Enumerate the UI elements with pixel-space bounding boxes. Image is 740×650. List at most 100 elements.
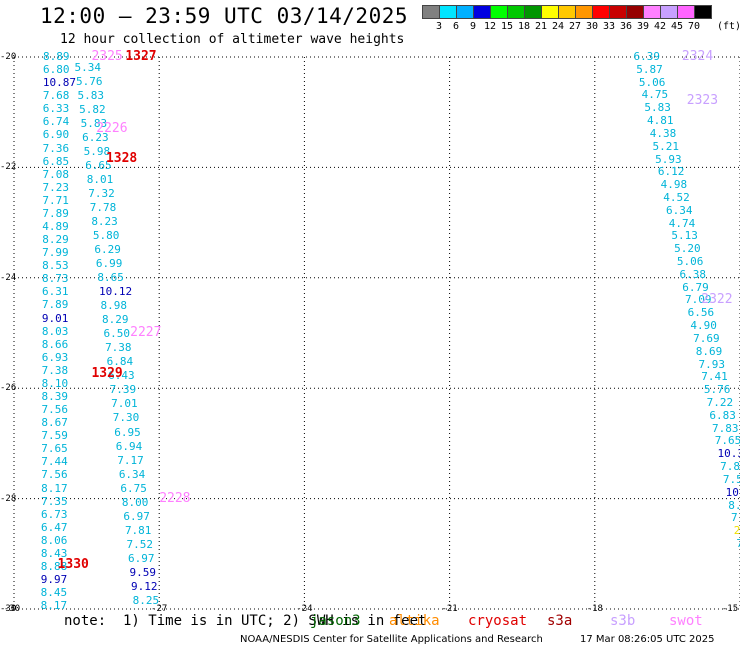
wave-height-value: 8.29 [728, 498, 740, 512]
wave-height-value: 8.17 [40, 599, 68, 613]
legend-entry-jason3: jason3 [310, 613, 361, 629]
wave-height-value: 5.83 [77, 89, 105, 103]
wave-height-value: 7.44 [41, 455, 68, 469]
color-swatch [439, 5, 457, 19]
wave-height-value: 5.76 [703, 383, 731, 397]
pass-id-label: 2227 [130, 325, 162, 340]
wave-height-value: 7.86 [720, 460, 740, 474]
wave-height-value: 5.20 [674, 242, 701, 256]
wave-height-value: 6.33 [42, 102, 70, 116]
wave-height-value: 6.74 [42, 115, 70, 129]
wave-height-value: 7.56 [41, 403, 68, 417]
legend-entry-swot: swot [669, 613, 703, 629]
wave-height-value: 6.34 [666, 203, 693, 217]
map-plot-area: 8.89 6.80 10.87 7.68 6.33 6.74 6.90 7.36 6.85 7.0… [13, 50, 740, 613]
wave-height-value: 5.13 [671, 229, 698, 243]
wave-height-value: 8.03 [41, 324, 69, 338]
color-swatch [609, 5, 627, 19]
wave-height-value: 7.93 [698, 357, 726, 371]
wave-height-value: 8.17 [41, 481, 68, 495]
wave-height-value: 7.65 [714, 434, 740, 448]
color-tick-label: 30 [585, 21, 599, 32]
wave-height-value: 7.17 [117, 453, 144, 467]
wave-height-value: 7.35 [41, 494, 68, 508]
wave-height-value: 8.66 [41, 337, 69, 351]
wave-height-value: 7.41 [701, 370, 728, 384]
color-scale-unit: (ft) [717, 21, 740, 32]
wave-height-value: 7.01 [111, 397, 138, 411]
wave-height-value: 6.73 [41, 507, 68, 521]
legend-entry-cryosat: cryosat [468, 613, 528, 629]
wave-height-value: 8.65 [97, 271, 124, 285]
wave-height-value: 9.97 [40, 573, 68, 587]
pass-id-label: 2324 [681, 49, 714, 64]
color-swatch [694, 5, 712, 19]
wave-height-value: 6.65 [85, 159, 112, 173]
wave-height-value: 7.56 [41, 468, 68, 482]
map-title: 12:00 — 23:59 UTC 03/14/2025 [40, 4, 409, 28]
wave-height-value: 6.50 [103, 327, 131, 341]
wave-height-value: 5.76 [76, 75, 103, 89]
wave-height-value: 5.98 [83, 145, 111, 159]
color-swatch [422, 5, 440, 19]
wave-height-value: 6.95 [114, 425, 141, 439]
color-tick-label: 6 [452, 21, 460, 32]
wave-height-value: 6.12 [657, 165, 685, 179]
color-swatch [524, 5, 542, 19]
wave-height-value: 8.89 [43, 50, 70, 63]
wave-height-value: 8.06 [40, 533, 68, 547]
footnote: note: 1) Time is in UTC; 2) SWH is in fe… [64, 613, 427, 629]
wave-height-value: 8.23 [91, 215, 118, 229]
wave-height-value: 6.93 [41, 350, 69, 364]
color-swatch [490, 5, 508, 19]
color-tick-label: 3 [435, 21, 443, 32]
wave-height-value: 4.74 [668, 216, 696, 230]
wave-height-value: 5.83 [644, 101, 671, 115]
wave-height-value: 5.34 [74, 61, 102, 75]
color-swatch [592, 5, 610, 19]
wave-height-value: 6.75 [120, 481, 147, 495]
wave-height-value: 9.12 [131, 579, 158, 593]
wave-height-value: 6.34 [118, 467, 146, 481]
wave-height-value: 6.31 [42, 285, 69, 299]
pass-id-label: 2228 [159, 490, 191, 506]
color-tick-label: 9 [469, 21, 477, 32]
wave-height-value: 5.87 [636, 62, 663, 76]
wave-height-value: 6.99 [95, 257, 123, 271]
wave-height-value: 5.82 [79, 103, 106, 117]
wave-height-value: 7.23 [42, 180, 69, 194]
wave-height-value: 10.30 [717, 447, 740, 461]
wave-height-value: 7.68 [42, 89, 70, 103]
wave-height-value: 6.80 [42, 63, 70, 77]
wave-height-value: 8.10 [41, 376, 69, 390]
color-swatch [507, 5, 525, 19]
wave-height-value: 7.30 [112, 411, 140, 425]
wave-height-value: 7.09 [684, 293, 712, 307]
pass-id-label: 1328 [105, 151, 138, 167]
map-subtitle: 12 hour collection of altimeter wave hei… [60, 32, 405, 47]
legend-entry-s3a: s3a [547, 613, 573, 629]
wave-height-value: 6.47 [40, 520, 68, 534]
color-tick-label: 12 [483, 21, 497, 32]
wave-height-value: 6.83 [709, 408, 736, 422]
color-tick-label: 36 [619, 21, 633, 32]
generation-timestamp: 17 Mar 08:26:05 UTC 2025 [580, 634, 715, 645]
color-swatch [575, 5, 593, 19]
wave-height-value: 5.06 [638, 75, 666, 89]
wave-height-value: 7.08 [42, 167, 70, 181]
wave-height-value: 5.93 [655, 152, 682, 166]
wave-height-value: 8.73 [42, 272, 69, 286]
wave-height-value: 7.22 [706, 395, 734, 409]
wave-height-value: 7.81 [124, 523, 152, 537]
wave-height-value: 7.99 [42, 246, 69, 260]
pass-id-label: 2322 [701, 291, 733, 307]
pass-id-label: 1330 [57, 556, 89, 572]
wave-height-value: 7.89 [42, 206, 69, 220]
wave-height-value: 7.38 [105, 341, 132, 355]
wave-height-value: 4.89 [42, 220, 69, 233]
longitude-tick-label: -21 [441, 604, 458, 614]
wave-height-value: 7.80 [736, 536, 740, 550]
color-tick-label: 15 [500, 21, 514, 32]
wave-height-value: 7.71 [42, 193, 69, 207]
color-swatch [643, 5, 661, 19]
